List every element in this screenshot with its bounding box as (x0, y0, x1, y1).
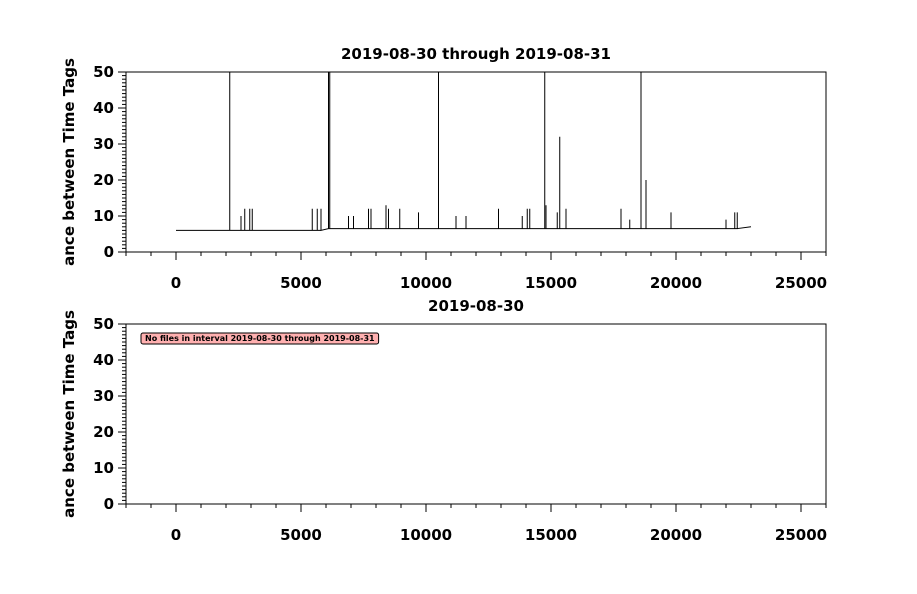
x-tick-label: 25000 (775, 526, 827, 544)
y-tick-label: 30 (93, 135, 114, 153)
plot-frame (125, 71, 827, 253)
y-tick-label: 10 (93, 459, 114, 477)
x-tick-label: 15000 (525, 526, 577, 544)
y-tick-label: 40 (93, 99, 114, 117)
y-tick-label: 20 (93, 423, 114, 441)
annotation: No files in interval 2019-08-30 through … (140, 332, 380, 345)
x-tick-label: 25000 (775, 274, 827, 292)
x-tick-label: 5000 (280, 526, 322, 544)
y-tick-label: 20 (93, 171, 114, 189)
y-tick-label: 50 (93, 315, 114, 333)
chart-title: 2019-08-30 (428, 297, 524, 315)
y-tick-label: 40 (93, 351, 114, 369)
x-tick-label: 0 (171, 274, 181, 292)
data-line (176, 72, 752, 232)
y-tick-label: 0 (104, 243, 114, 261)
annotation-box (140, 332, 380, 345)
y-axis-label: ance between Time Tags (60, 58, 78, 266)
y-tick-label: 0 (104, 495, 114, 513)
annotation-text: No files in interval 2019-08-30 through … (145, 334, 375, 343)
y-tick-label: 10 (93, 207, 114, 225)
x-tick-label: 15000 (525, 274, 577, 292)
x-tick-label: 20000 (650, 274, 702, 292)
x-tick-label: 5000 (280, 274, 322, 292)
chart-title: 2019-08-30 through 2019-08-31 (341, 45, 611, 63)
x-tick-label: 20000 (650, 526, 702, 544)
y-tick-label: 30 (93, 387, 114, 405)
y-axis-label: ance between Time Tags (60, 310, 78, 518)
x-tick-label: 0 (171, 526, 181, 544)
plot-frame (125, 323, 827, 505)
y-tick-label: 50 (93, 63, 114, 81)
x-tick-label: 10000 (400, 274, 452, 292)
x-tick-label: 10000 (400, 526, 452, 544)
